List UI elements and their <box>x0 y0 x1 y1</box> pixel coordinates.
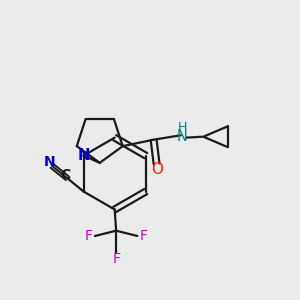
Text: N: N <box>177 129 188 144</box>
Text: N: N <box>44 155 56 170</box>
Text: C: C <box>60 168 70 182</box>
Text: F: F <box>140 229 148 243</box>
Text: N: N <box>77 148 90 163</box>
Text: F: F <box>85 229 92 243</box>
Text: H: H <box>178 122 187 134</box>
Text: F: F <box>112 252 120 266</box>
Text: O: O <box>152 162 164 177</box>
